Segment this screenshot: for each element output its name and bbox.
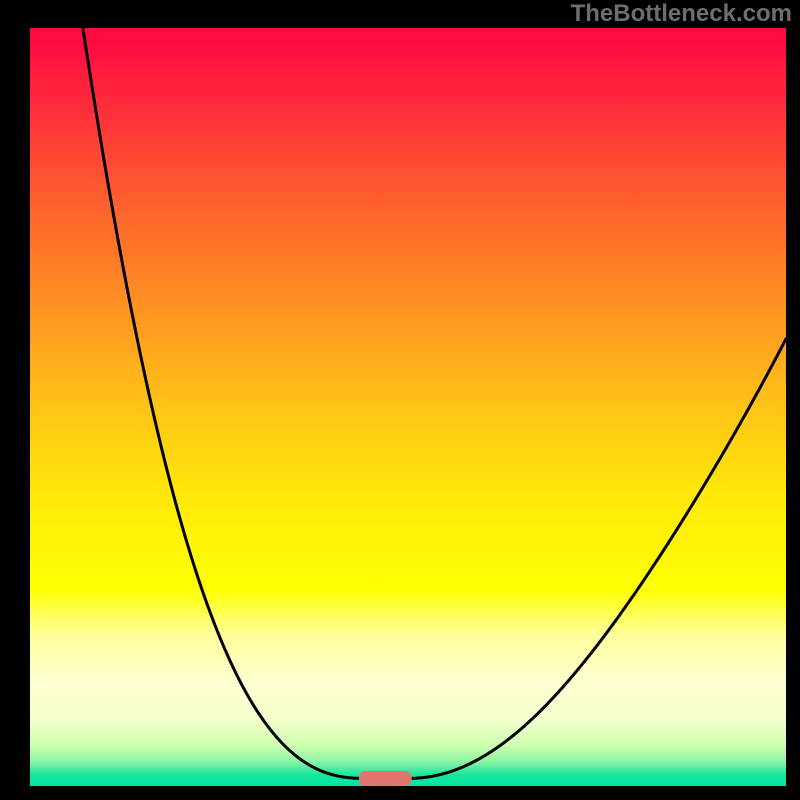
optimal-marker bbox=[359, 771, 412, 786]
bottleneck-chart bbox=[0, 0, 800, 800]
border-left bbox=[0, 0, 30, 800]
watermark-text: TheBottleneck.com bbox=[571, 0, 792, 28]
chart-container: TheBottleneck.com bbox=[0, 0, 800, 800]
border-right bbox=[786, 0, 800, 800]
chart-background bbox=[30, 28, 786, 786]
border-bottom bbox=[0, 786, 800, 800]
